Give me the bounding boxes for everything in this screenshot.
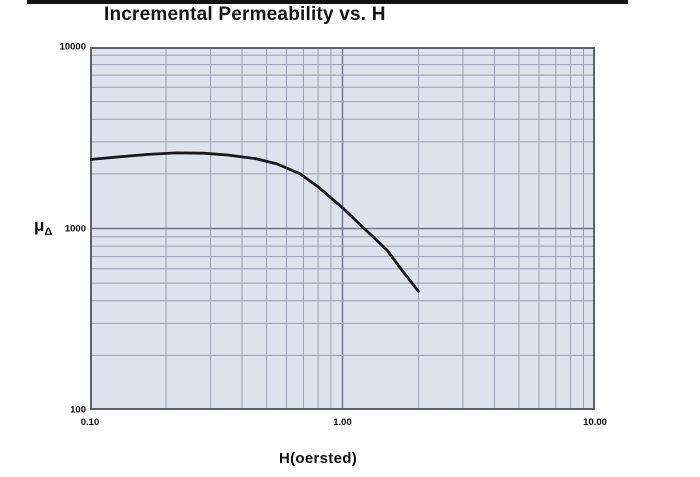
top-border-rule — [27, 0, 628, 4]
y-axis-label: μΔ — [34, 217, 52, 238]
x-tick-label: 0.10 — [80, 417, 100, 428]
permeability-curve — [90, 151, 420, 293]
delta-subscript: Δ — [44, 226, 53, 238]
mu-symbol: μ — [34, 216, 45, 235]
chart-title: Incremental Permeability vs. H — [104, 4, 386, 25]
y-tick-label: 1000 — [64, 222, 86, 234]
plot-canvas — [90, 47, 595, 410]
x-axis-label: H(oersted) — [278, 450, 358, 467]
x-tick-label: 1.00 — [333, 417, 352, 428]
y-tick-label: 10000 — [59, 41, 86, 53]
x-tick-label: 10.00 — [583, 417, 607, 428]
y-tick-label: 100 — [70, 404, 86, 416]
